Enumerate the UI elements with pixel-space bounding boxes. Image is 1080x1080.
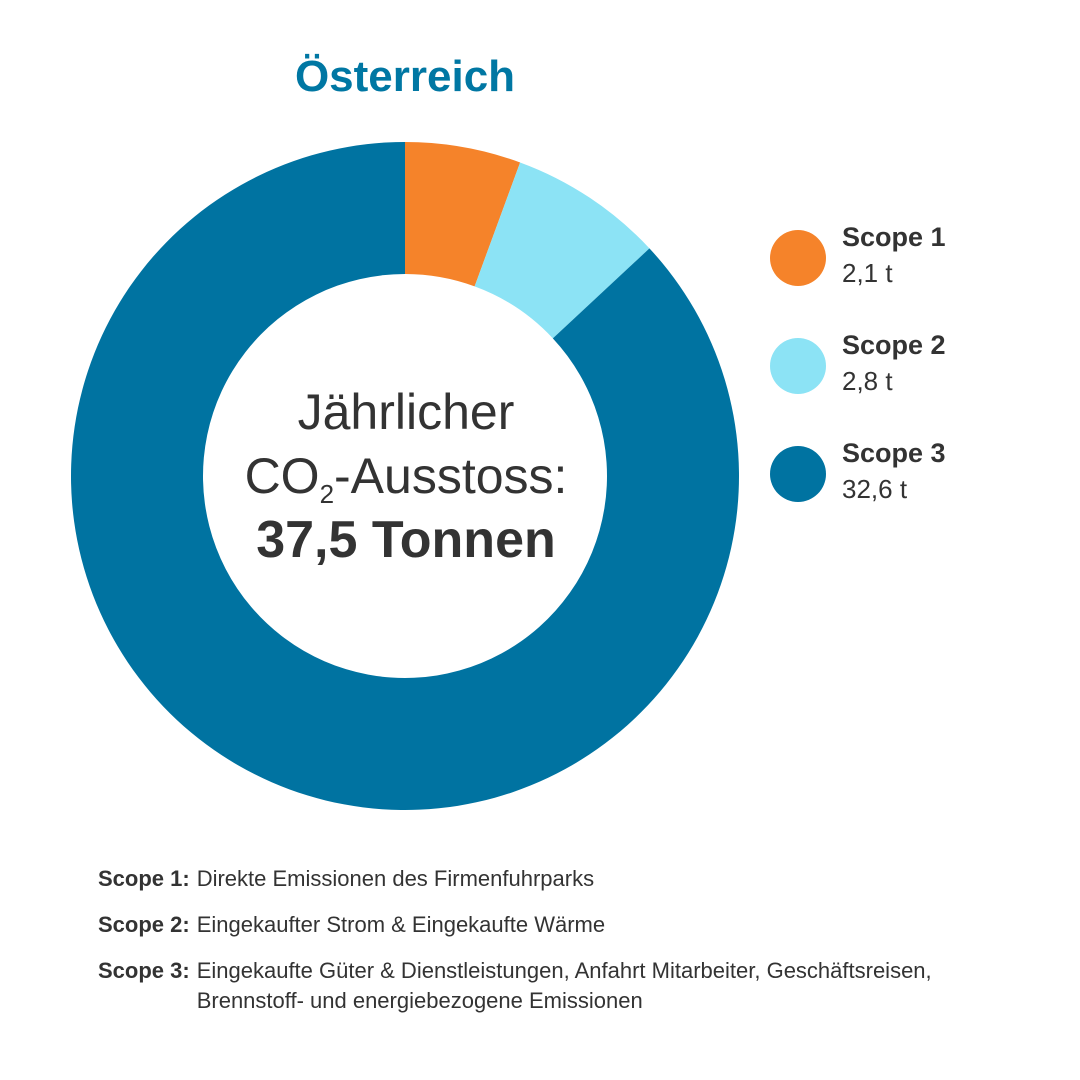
scope-definitions: Scope 1: Direkte Emissionen des Firmenfu… bbox=[98, 864, 998, 1032]
definition-text: Direkte Emissionen des Firmenfuhrparks bbox=[196, 866, 595, 891]
donut-slice-scope-1 bbox=[405, 142, 521, 287]
legend-value: 2,1 t bbox=[842, 258, 893, 288]
chart-title: Österreich bbox=[294, 52, 516, 101]
legend-label: Scope 1 bbox=[842, 222, 946, 252]
legend-swatch-scope-3 bbox=[770, 446, 826, 502]
definition-scope-2: Scope 2: Eingekaufter Strom & Eingekauft… bbox=[98, 910, 998, 940]
donut-center-label: Jährlicher CO2-Ausstoss: 37,5 Tonnen bbox=[206, 380, 606, 572]
center-line1: Jährlicher bbox=[297, 384, 515, 440]
co2-prefix: CO bbox=[244, 448, 320, 504]
definition-text: Eingekaufter Strom & Eingekaufte Wärme bbox=[196, 912, 606, 937]
legend-swatch-scope-1 bbox=[770, 230, 826, 286]
definition-scope-3: Scope 3: Eingekaufte Güter & Dienstleist… bbox=[98, 956, 998, 1016]
definition-term: Scope 3: bbox=[98, 958, 190, 983]
donut-chart bbox=[70, 142, 739, 810]
donut-slice-scope-2 bbox=[474, 162, 650, 339]
definition-term: Scope 1: bbox=[98, 866, 190, 891]
donut-slice-scope-3 bbox=[70, 142, 739, 810]
definition-scope-1: Scope 1: Direkte Emissionen des Firmenfu… bbox=[98, 864, 998, 894]
legend-swatch-scope-2 bbox=[770, 338, 826, 394]
legend-value: 2,8 t bbox=[842, 366, 893, 396]
definition-term: Scope 2: bbox=[98, 912, 190, 937]
definition-text: Eingekaufte Güter & Dienstleistungen, An… bbox=[196, 958, 932, 1013]
co2-subscript: 2 bbox=[319, 479, 335, 509]
legend-label: Scope 2 bbox=[842, 330, 946, 360]
legend-value: 32,6 t bbox=[842, 474, 908, 504]
center-total: 37,5 Tonnen bbox=[256, 511, 556, 569]
legend-label: Scope 3 bbox=[842, 438, 946, 468]
center-line2: CO2-Ausstoss: bbox=[206, 444, 606, 508]
co2-suffix: -Ausstoss: bbox=[334, 448, 568, 504]
